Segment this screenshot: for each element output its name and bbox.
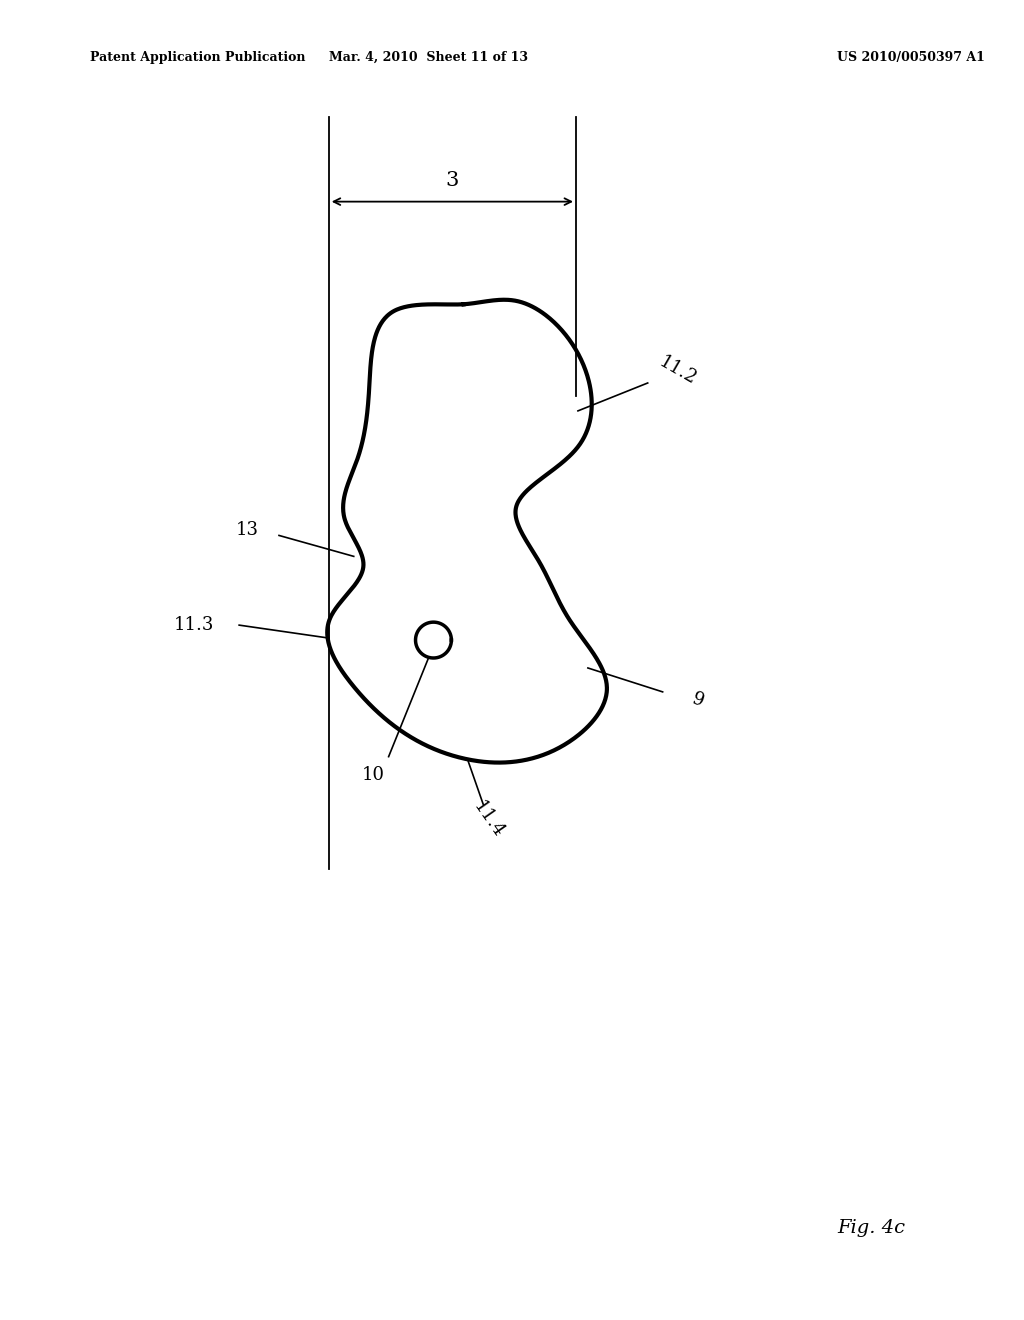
Text: 11.2: 11.2 [655,354,699,389]
Text: 11.3: 11.3 [174,616,214,634]
Text: 13: 13 [236,521,259,540]
Text: 9: 9 [689,689,706,710]
Text: Patent Application Publication: Patent Application Publication [90,50,305,63]
Text: US 2010/0050397 A1: US 2010/0050397 A1 [837,50,985,63]
Text: 10: 10 [362,766,385,784]
Text: 3: 3 [445,170,459,190]
Text: Fig. 4c: Fig. 4c [837,1218,905,1237]
Text: Mar. 4, 2010  Sheet 11 of 13: Mar. 4, 2010 Sheet 11 of 13 [329,50,528,63]
Text: 11.4: 11.4 [469,797,507,841]
